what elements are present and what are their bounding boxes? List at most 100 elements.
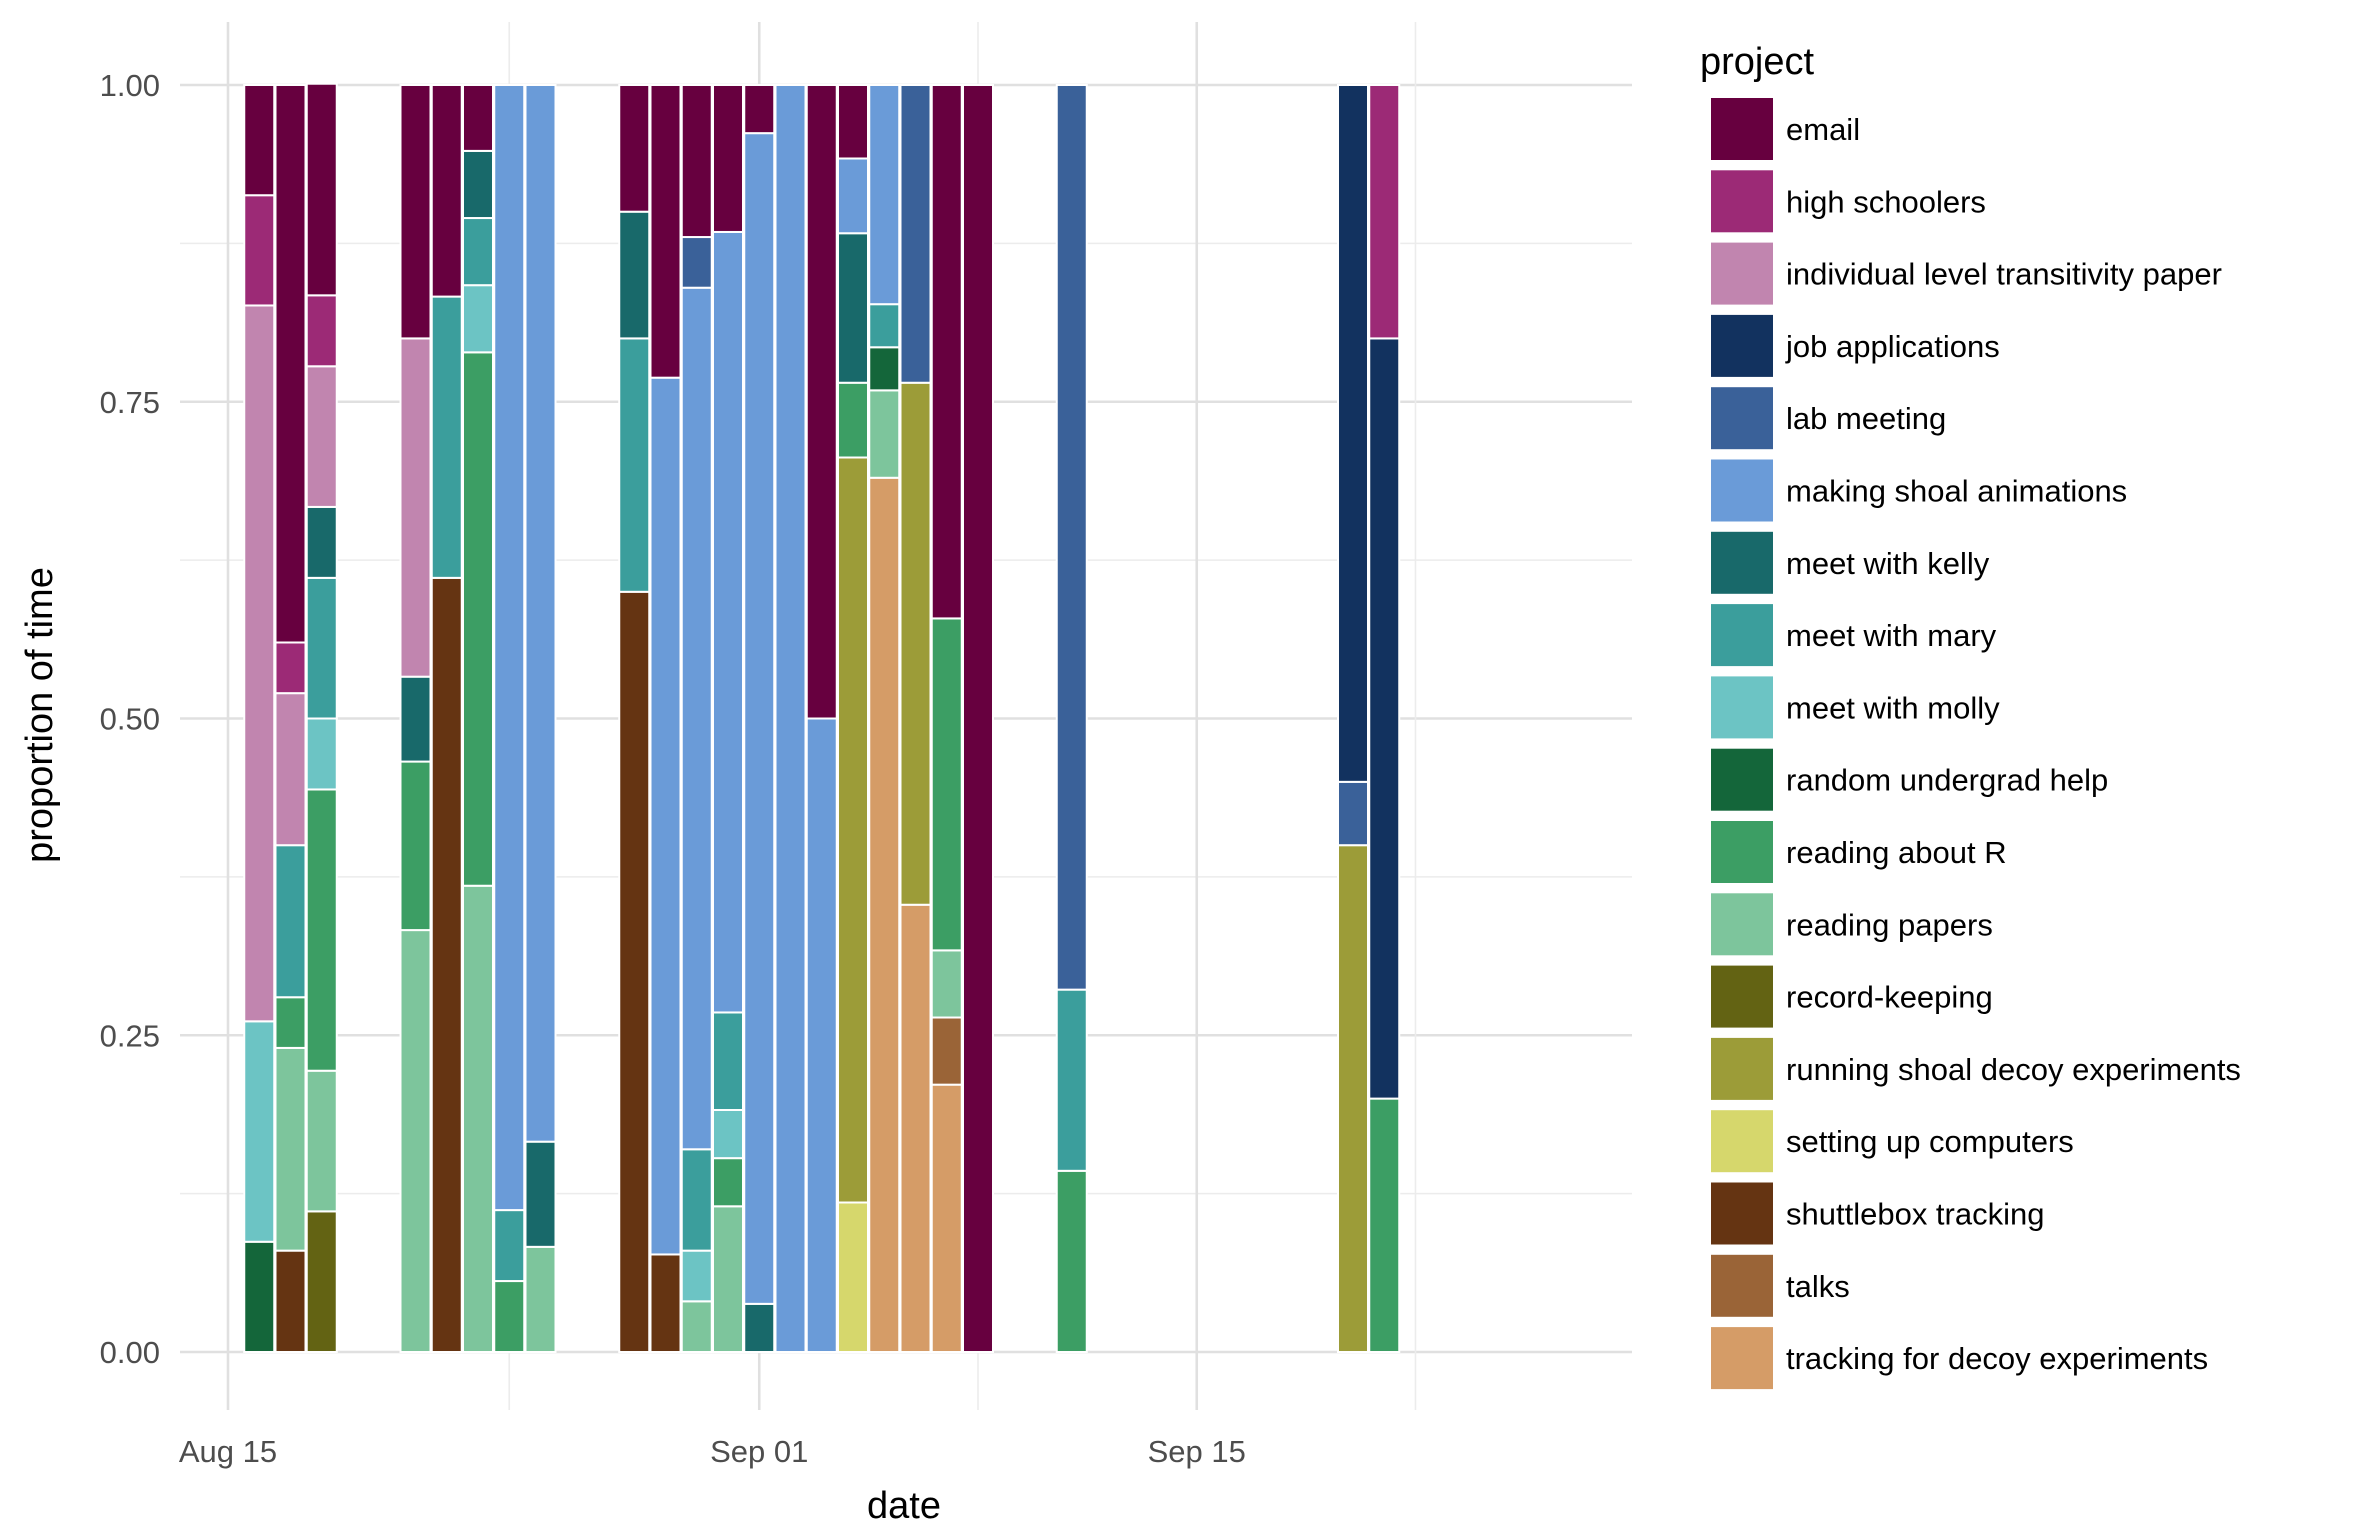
legend-key [1709, 240, 1775, 307]
bar-segment [868, 303, 901, 349]
x-tick-label: Sep 01 [710, 1434, 808, 1469]
bar-segment [462, 284, 494, 354]
bar-segment [743, 84, 776, 135]
legend-key [1709, 168, 1775, 235]
legend-label: talks [1786, 1269, 1850, 1304]
bar-segment [243, 84, 276, 197]
bar-segment [712, 1205, 744, 1354]
legend-key [1709, 891, 1775, 958]
bar-segment [1055, 988, 1088, 1172]
bar-segment [868, 389, 901, 479]
bar-segment [618, 337, 651, 593]
bar-segment [930, 617, 963, 952]
bar-segment [305, 1210, 338, 1354]
y-tick-label: 0.25 [100, 1018, 160, 1053]
bar-segment [712, 1109, 744, 1160]
legend-label: reading about R [1786, 835, 2007, 870]
y-tick-label: 1.00 [100, 68, 160, 103]
bar-segment [243, 1020, 276, 1243]
x-tick-label: Aug 15 [179, 1434, 277, 1469]
bar-segment [837, 1201, 869, 1354]
bar-segment [712, 1011, 744, 1112]
legend-key [1709, 1325, 1775, 1392]
bar-segment [305, 365, 338, 508]
legend-label: job applications [1785, 329, 2000, 364]
legend-label: reading papers [1786, 907, 1993, 942]
legend-key [1709, 96, 1775, 162]
x-axis-title: date [867, 1485, 941, 1527]
bar-segment [680, 236, 713, 289]
legend-label: shuttlebox tracking [1786, 1197, 2044, 1232]
bar-segment [305, 294, 338, 368]
legend: project email high schoolers individual le… [1700, 41, 2241, 1392]
bar-segment [837, 381, 869, 459]
bar-segment [493, 1280, 526, 1353]
bar-segment [774, 84, 807, 1353]
bar-segment [680, 84, 713, 239]
bar-segment [712, 1157, 744, 1208]
bar-segment [462, 217, 494, 287]
bar-segment [524, 84, 557, 1143]
legend-label: meet with kelly [1786, 546, 1990, 581]
bar-segment [680, 1300, 713, 1353]
bar-segment [274, 1249, 307, 1354]
legend-label: high schoolers [1786, 184, 1986, 219]
legend-label: meet with molly [1786, 690, 2000, 725]
bar-segment [618, 210, 651, 340]
bar-segment [399, 337, 432, 678]
bar-segment [274, 844, 307, 999]
legend-key [1709, 1180, 1775, 1247]
bar-segment [524, 1140, 557, 1248]
bar-segment [899, 903, 932, 1354]
bar-segment [712, 230, 744, 1014]
legend-label: running shoal decoy experiments [1786, 1052, 2241, 1087]
bar-segment [493, 1209, 526, 1283]
legend-label: random undergrad help [1786, 763, 2108, 798]
bar-segment [712, 84, 744, 233]
bar-segment [274, 692, 307, 847]
bar-segment [743, 1302, 776, 1354]
bar-segment [618, 590, 651, 1353]
legend-label: setting up computers [1786, 1124, 2074, 1159]
bar-segment [524, 1245, 557, 1353]
bar-segment [649, 376, 682, 1256]
bar-segment [868, 476, 901, 1353]
bar-segment [743, 132, 776, 1305]
bar-segment [930, 1016, 963, 1086]
bar-segment [1337, 780, 1369, 847]
bar-segment [837, 232, 869, 384]
bar-segment [805, 717, 838, 1353]
bar-segment [305, 717, 338, 791]
bar-segment [1368, 1097, 1401, 1353]
bar-segment [930, 949, 963, 1019]
bar-segment [868, 84, 901, 306]
y-tick-label: 0.00 [100, 1335, 160, 1370]
bar-segment [837, 84, 869, 160]
bar-segment [274, 84, 307, 644]
legend-key [1709, 674, 1775, 741]
legend-label: record-keeping [1786, 980, 1993, 1015]
bar-segment [399, 929, 432, 1353]
bar-segment [243, 194, 276, 307]
bar-segment [462, 884, 494, 1354]
legend-key [1709, 746, 1775, 813]
bar-segment [399, 84, 432, 340]
bar-segment [899, 381, 932, 906]
legend-key [1709, 385, 1775, 452]
legend-key [1709, 457, 1775, 524]
legend-key [1709, 602, 1775, 669]
legend-key [1709, 1108, 1775, 1175]
bar-segment [618, 84, 651, 213]
bar-segment [930, 84, 963, 620]
bar-segment [305, 788, 338, 1072]
y-tick-label: 0.75 [100, 385, 160, 420]
legend-label: tracking for decoy experiments [1786, 1341, 2208, 1376]
bar-segment [305, 82, 338, 297]
legend-key [1709, 312, 1775, 379]
bar-segment [430, 295, 463, 579]
bar-segment [805, 84, 838, 720]
bar-segment [680, 1148, 713, 1252]
bar-segment [305, 1069, 338, 1213]
legend-label: meet with mary [1786, 618, 1997, 653]
legend-label: individual level transitivity paper [1786, 257, 2222, 292]
